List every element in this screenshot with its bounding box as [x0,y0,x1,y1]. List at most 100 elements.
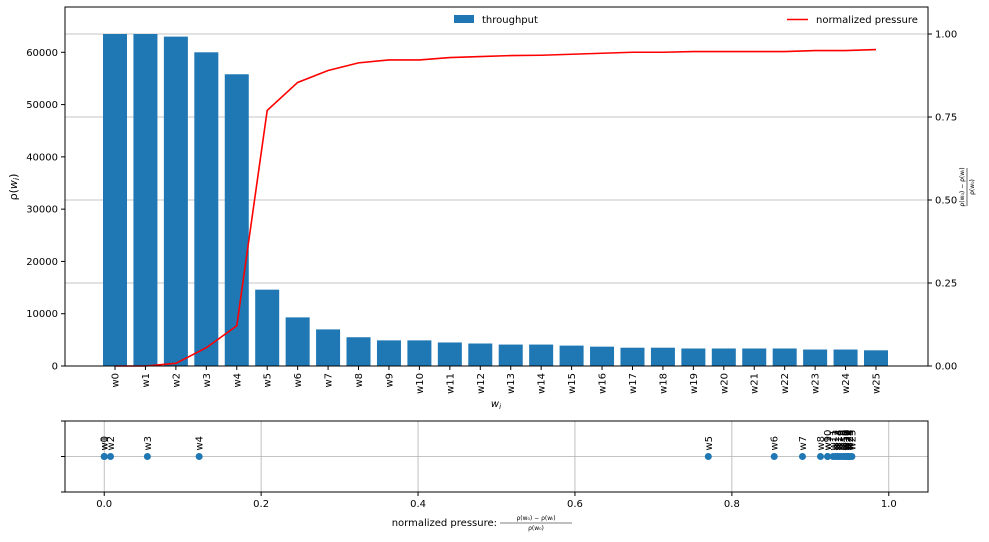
point-label-w2: w2 [106,436,117,451]
bx-tick-label: 0.8 [724,499,740,510]
legend-throughput-swatch [454,15,474,23]
x-tick-label: w9 [384,373,395,388]
x-tick-label: w24 [841,373,852,394]
pressure-points [100,453,856,460]
point-w8 [817,453,825,460]
y-tick-label: 20000 [26,257,58,268]
legend-pressure-label: normalized pressure [816,15,918,26]
point-label-w5: w5 [704,436,715,451]
bar-w12 [468,343,493,366]
svg-text:ρ(w₀) − ρ(wᵢ): ρ(w₀) − ρ(wᵢ) [516,515,555,522]
point-label-w20: w20 [843,430,854,451]
x-tick-label: w7 [324,373,335,388]
y-tick-label: 10000 [26,309,58,320]
x-tick-label: w4 [232,373,243,388]
x-tick-label: w13 [506,373,517,394]
y-tick-label: 40000 [26,152,58,163]
top-chart: 0 10000 20000 30000 40000 50000 60000 0.00 0.25… [7,6,976,411]
bottom-x-axis: 0.0 0.2 0.4 0.6 0.8 1.0 [96,492,897,510]
x-tick-label: w8 [354,373,365,388]
bx-tick-label: 0.0 [96,499,112,510]
x-tick-label: w11 [445,373,456,394]
x-tick-label: w15 [567,373,578,394]
point-label-w10: w10 [823,430,834,451]
point-w6 [770,453,778,460]
bar-w10 [407,340,432,366]
x-tick-label: w19 [689,373,700,394]
right-y-axis: 0.00 0.25 0.50 0.75 1.00 [928,30,957,373]
bar-w20 [711,348,736,366]
point-w7 [798,453,806,460]
bar-w11 [437,342,462,366]
y-tick-label: 30000 [26,205,58,216]
svg-text:ρ(w₀): ρ(w₀) [969,179,976,195]
point-w25 [848,453,856,460]
point-label-w23: w23 [845,430,856,451]
bar-w9 [376,340,401,366]
y2-tick-label: 0.75 [935,113,957,124]
point-label-w6: w6 [770,436,781,451]
x-tick-label: w5 [263,373,274,388]
bar-w15 [559,345,584,366]
x-tick-label: w14 [537,373,548,394]
bar-w7 [316,329,341,366]
y-axis-label: ρ(wi) [7,174,21,201]
point-label-w22: w22 [843,430,854,451]
point-label-w8: w8 [816,436,827,451]
bottom-y-ticks [61,420,65,493]
point-label-w3: w3 [143,436,154,451]
point-label-w19: w19 [843,430,854,451]
point-label-w0: w0 [100,436,111,451]
legend-throughput-label: throughput [482,15,538,26]
x-tick-label: w23 [811,373,822,394]
point-w5 [704,453,712,460]
top-plot-frame [64,6,929,367]
point-label-w21: w21 [843,430,854,451]
bar-w24 [833,349,858,366]
y-tick-label: 60000 [26,48,58,59]
x-tick-label: w22 [780,373,791,394]
bar-w3 [194,52,219,366]
y2-tick-label: 0.00 [935,362,957,373]
x-tick-label: w1 [141,373,152,388]
bar-w6 [285,317,310,366]
bar-w16 [590,346,615,366]
svg-text:normalized pressure:: normalized pressure: [392,518,497,529]
normalized-pressure-line [115,48,877,367]
x-tick-label: w6 [293,373,304,388]
bar-w14 [529,344,554,366]
bx-tick-label: 0.2 [253,499,269,510]
bar-w19 [681,348,706,366]
bar-w17 [620,347,645,366]
bar-w1 [133,34,158,366]
x-tick-label: w12 [476,373,487,394]
x-tick-label: w18 [658,373,669,394]
point-label-w14: w14 [834,430,845,451]
bar-w22 [772,348,797,366]
bar-w0 [103,34,127,366]
bar-w23 [803,349,828,366]
point-label-w16: w16 [839,430,850,451]
svg-text:ρ(w₀): ρ(w₀) [528,525,544,532]
point-label-w15: w15 [836,430,847,451]
x-tick-label: w2 [171,373,182,388]
point-label-w12: w12 [831,430,842,451]
throughput-bars [103,34,888,367]
x-axis-categories: w0 w1 w2 w3 w4 w5 w6 w7 w8 w9 w10 w11 w12 w13 w14 w15 w1… [111,366,883,394]
bar-w18 [650,347,675,366]
bx-tick-label: 0.6 [567,499,583,510]
x-tick-label: w16 [598,373,609,394]
bx-tick-label: 1.0 [881,499,897,510]
bx-tick-label: 0.4 [410,499,426,510]
bar-w21 [742,348,767,366]
svg-text:ρ(w₀) − ρ(wᵢ): ρ(w₀) − ρ(wᵢ) [959,167,966,206]
bar-w2 [163,36,188,367]
point-label-w11: w11 [829,430,840,451]
point-w10 [824,453,832,460]
legend-throughput: throughput [454,15,538,26]
left-y-axis: 0 10000 20000 30000 40000 50000 60000 [26,48,65,373]
legend-pressure: normalized pressure [787,15,918,26]
right-y-axis-label: ρ(w₀) − ρ(wᵢ) ρ(w₀) [959,167,976,206]
